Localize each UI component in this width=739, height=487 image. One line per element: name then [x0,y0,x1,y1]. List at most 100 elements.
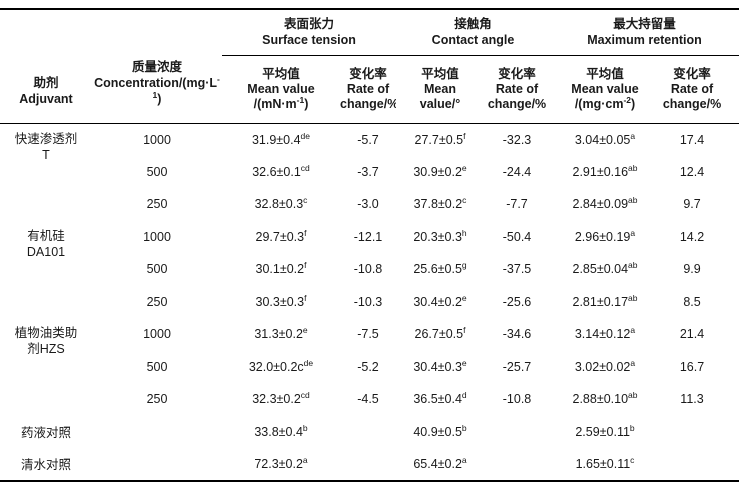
table-row: 250 30.3±0.3f -10.3 30.4±0.2e -25.6 2.81… [0,286,739,319]
cell-ca-rate [484,416,550,449]
cell-mr-rate: 14.2 [679,229,705,244]
cell-concentration [92,448,222,481]
cell-st-rate: -10.3 [353,294,383,309]
cell-mr-mean: 3.04±0.05a [574,130,636,147]
cell-st-rate [340,448,396,481]
cell-concentration: 1000 [143,132,171,147]
adjuvant-name-line2: T [42,147,50,162]
table-row: 植物油类助 剂HZS 1000 31.3±0.2e -7.5 26.7±0.5f… [0,318,739,356]
cell-mr-mean: 2.85±0.04ab [572,260,638,277]
cell-mr-mean: 3.14±0.12a [574,325,636,342]
table-row: 500 32.0±0.2cde -5.2 30.4±0.3e -25.7 3.0… [0,351,739,384]
sig-letter: f [304,260,307,271]
group-header-surface-tension: 表面张力 Surface tension [222,9,396,56]
col-header-st-mean: 平均值 Mean value /(mN·m-1) [222,55,340,124]
cell-adjuvant: 清水对照 [20,458,71,473]
cell-mr-rate: 11.3 [680,392,704,407]
cell-ca-mean: 26.7±0.5f [414,325,466,342]
sig-letter: ab [628,292,638,303]
sig-letter: f [463,325,466,336]
sig-letter: c [303,195,308,206]
col-header-adjuvant: 助剂 Adjuvant [0,9,92,124]
table-row: 快速渗透剂 T 1000 31.9±0.4de -5.7 27.7±0.5f -… [0,123,739,161]
cell-ca-mean: 30.4±0.2e [413,292,467,309]
sig-letter: cd [300,162,310,173]
cell-st-rate: -5.2 [357,359,379,374]
sig-letter: a [630,227,636,238]
cell-mr-mean: 2.84±0.09ab [572,195,638,212]
group-header-maximum-retention: 最大持留量 Maximum retention [550,9,739,56]
sig-letter: e [461,357,467,368]
cell-mr-mean: 3.02±0.02a [574,357,636,374]
cell-mr-rate: 8.5 [683,294,701,309]
group-en: Maximum retention [587,33,702,48]
cell-ca-rate: -37.5 [502,262,532,277]
sig-letter: b [629,422,635,433]
cell-ca-mean: 36.5±0.4d [413,390,467,407]
cell-ca-rate: -32.3 [502,132,532,147]
cell-mr-mean: 2.91±0.16ab [572,162,638,179]
superscript: -2 [623,94,631,105]
cell-concentration: 250 [146,294,168,309]
cell-st-mean: 30.1±0.2f [255,260,307,277]
sig-letter: e [302,325,308,336]
cell-mr-mean: 2.81±0.17ab [572,292,638,309]
col-header-concentration: 质量浓度 Concentration/(mg·L-1) [92,9,222,124]
adjuvant-name-line1: 有机硅 [27,228,65,243]
cell-adjuvant: 植物油类助 剂HZS [0,318,92,416]
col-header-mr-rate: 变化率 Rate of change/% [660,55,739,124]
group-header-row: 助剂 Adjuvant 质量浓度 Concentration/(mg·L-1) … [0,9,739,124]
cell-ca-mean: 30.9±0.2e [413,162,467,179]
cell-st-rate: -3.0 [357,197,379,212]
cell-ca-rate: -7.7 [506,197,528,212]
cell-st-mean: 72.3±0.2a [254,454,308,471]
sig-letter: de [300,130,311,141]
cell-ca-mean: 27.7±0.5f [414,130,466,147]
cell-concentration: 1000 [143,229,171,244]
cell-mr-rate: 12.4 [679,164,705,179]
sig-letter: e [461,162,467,173]
cell-ca-rate: -34.6 [502,327,532,342]
cell-st-mean: 32.6±0.1cd [252,162,310,179]
cell-ca-mean: 30.4±0.3e [413,357,467,374]
cell-concentration: 500 [146,359,168,374]
cell-st-mean: 33.8±0.4b [254,422,308,439]
cell-mr-mean: 1.65±0.11c [575,454,635,471]
sig-letter: cd [300,390,310,401]
cell-st-mean: 32.3±0.2cd [252,390,310,407]
cell-mr-rate: 17.4 [679,132,705,147]
group-zh: 表面张力 [283,17,334,32]
cell-st-mean: 31.9±0.4de [251,130,311,147]
cell-mr-rate: 16.7 [679,359,705,374]
sig-letter: e [461,292,467,303]
table-row: 250 32.8±0.3c -3.0 37.8±0.2c -7.7 2.84±0… [0,188,739,221]
cell-mr-rate: 9.7 [683,197,701,212]
concentration-header-zh: 质量浓度 [131,59,182,74]
cell-mr-mean: 2.88±0.10ab [572,390,638,407]
cell-ca-rate [484,448,550,481]
sig-letter: f [304,227,307,238]
results-table: 助剂 Adjuvant 质量浓度 Concentration/(mg·L-1) … [0,8,739,482]
cell-st-rate: -10.8 [353,262,383,277]
sig-letter: ab [628,195,638,206]
cell-mr-rate [660,416,739,449]
cell-ca-rate: -50.4 [502,229,532,244]
adjuvant-header-en: Adjuvant [19,91,73,106]
cell-st-rate: -5.7 [357,132,379,147]
cell-adjuvant: 药液对照 [20,426,71,441]
group-header-contact-angle: 接触角 Contact angle [396,9,550,56]
cell-st-rate: -3.7 [357,164,379,179]
table-row: 500 32.6±0.1cd -3.7 30.9±0.2e -24.4 2.91… [0,156,739,189]
table-row: 清水对照 72.3±0.2a 65.4±0.2a 1.65±0.11c [0,448,739,481]
sig-letter: a [630,357,636,368]
sig-letter: h [461,227,467,238]
cell-st-rate: -12.1 [353,229,383,244]
cell-mr-mean: 2.96±0.19a [574,227,636,244]
cell-st-rate [340,416,396,449]
adjuvant-name-line2: DA101 [26,244,66,259]
sig-letter: a [302,454,308,465]
sig-letter: c [462,195,467,206]
sig-letter: b [302,422,308,433]
superscript: -1 [296,94,305,105]
